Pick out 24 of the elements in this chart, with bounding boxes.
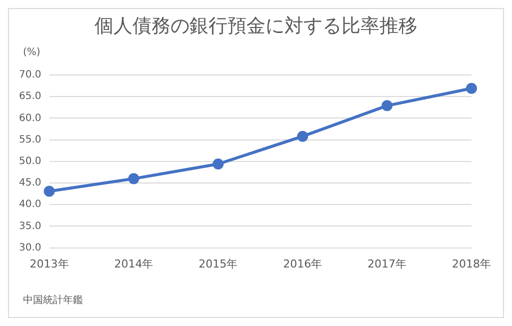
y-tick-label: 50.0 xyxy=(19,156,42,167)
x-tick-label: 2017年 xyxy=(368,257,407,270)
y-tick-label: 30.0 xyxy=(19,242,42,254)
x-tick-label: 2014年 xyxy=(114,257,154,270)
point xyxy=(466,82,478,94)
y-tick-label: 65.0 xyxy=(19,91,42,102)
x-tick-label: 2016年 xyxy=(283,257,322,270)
y-tick-label: 35.0 xyxy=(19,220,42,232)
y-tick-label: 40.0 xyxy=(19,199,42,210)
point xyxy=(128,173,140,184)
text: 中国統計年鑑 xyxy=(23,294,83,307)
y-tick-label: 55.0 xyxy=(19,134,42,146)
y-axis-title: (%) xyxy=(23,47,40,58)
x-tick-label: 2018年 xyxy=(452,257,492,270)
point xyxy=(44,186,55,197)
y-tick-label: 70.0 xyxy=(19,70,42,81)
x-tick-label: 2013年 xyxy=(30,257,69,270)
y-tick-label: 45.0 xyxy=(19,178,42,189)
x-tick-label: 2015年 xyxy=(198,257,238,270)
point xyxy=(212,158,224,170)
y-tick-label: 60.0 xyxy=(19,112,42,124)
point xyxy=(297,130,308,142)
chart-title: 個人債務の銀行預金に対する比率推移 xyxy=(94,14,418,39)
point xyxy=(382,100,393,112)
